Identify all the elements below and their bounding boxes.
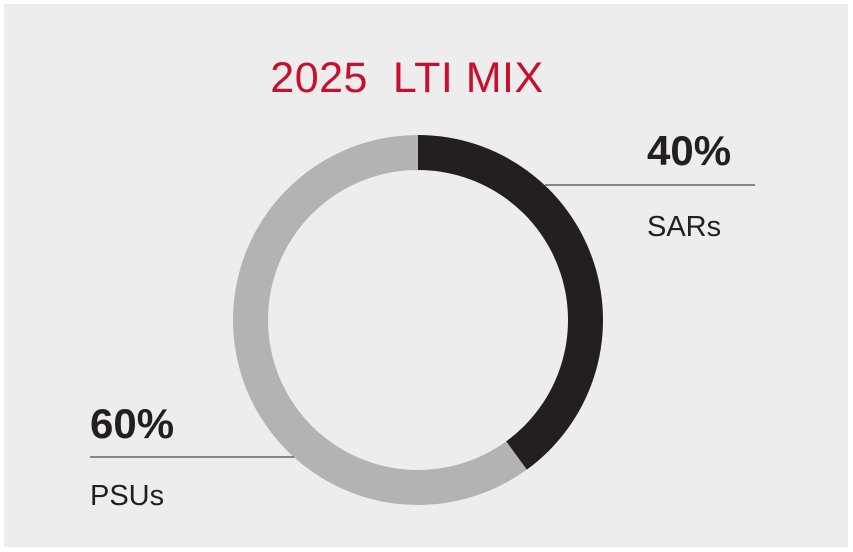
chart-title: 2025 LTI MIX <box>270 54 543 102</box>
donut-slice-sars <box>418 135 604 470</box>
sars-percent-label: 40% <box>647 127 731 174</box>
sars-name-label: SARs <box>647 211 721 243</box>
psus-name-label: PSUs <box>90 480 164 512</box>
donut-slice-psus <box>233 135 527 505</box>
psus-percent-label: 60% <box>90 400 174 447</box>
